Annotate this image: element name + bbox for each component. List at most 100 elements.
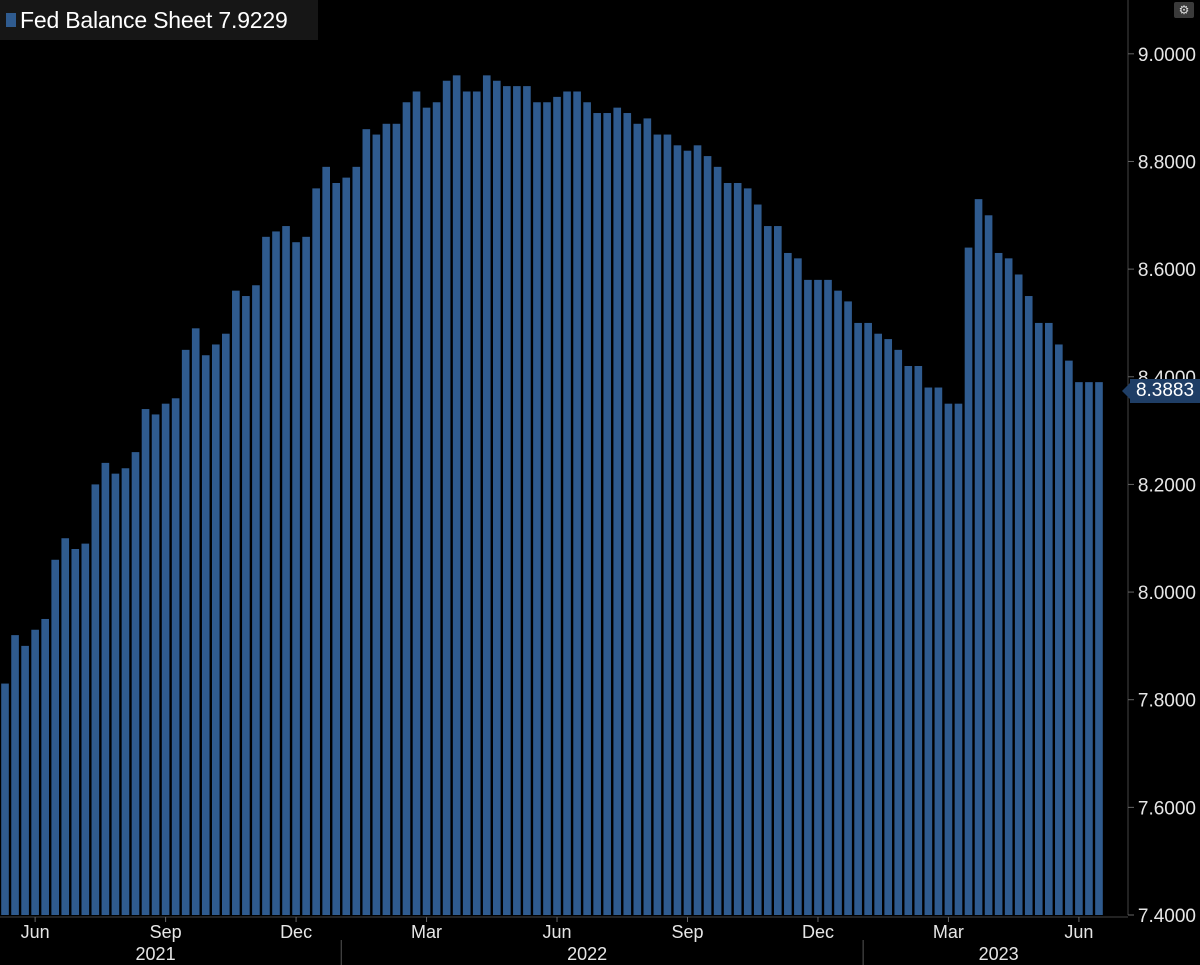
- bar: [994, 252, 1003, 916]
- bar: [272, 231, 280, 915]
- bar: [814, 279, 822, 915]
- bar: [161, 403, 170, 915]
- bar: [653, 134, 662, 915]
- bar: [151, 414, 160, 915]
- bar: [482, 75, 491, 916]
- legend: Fed Balance Sheet 7.9229: [0, 0, 318, 40]
- bar: [81, 543, 90, 915]
- bar: [242, 296, 250, 915]
- bar: [683, 150, 692, 915]
- bar: [974, 199, 983, 915]
- bar: [372, 134, 381, 915]
- bar: [914, 366, 923, 915]
- bar: [864, 322, 872, 915]
- gear-icon[interactable]: ⚙: [1174, 2, 1194, 18]
- bar: [382, 123, 391, 916]
- bar: [1085, 382, 1093, 915]
- bar: [583, 102, 591, 915]
- last-value-label: 8.3883: [1122, 379, 1200, 403]
- bar: [432, 102, 441, 915]
- bar: [11, 635, 19, 915]
- bar: [191, 328, 200, 915]
- bar: [1034, 322, 1043, 915]
- bar: [452, 75, 461, 916]
- y-tick-label: 7.8000: [1138, 691, 1196, 712]
- bar: [352, 166, 361, 916]
- bar: [703, 156, 712, 916]
- bar: [723, 183, 732, 915]
- bar: [282, 226, 290, 915]
- bar: [332, 183, 341, 915]
- x-tick-label: Sep: [150, 922, 182, 942]
- bar: [201, 355, 210, 915]
- bar: [51, 559, 60, 915]
- bar: [784, 252, 792, 916]
- bar: [422, 107, 431, 915]
- bar: [322, 166, 330, 916]
- bar: [472, 91, 481, 915]
- bar: [643, 118, 652, 915]
- bar: [1024, 296, 1033, 915]
- bar: [1014, 274, 1023, 915]
- bar: [492, 80, 501, 916]
- bar: [774, 226, 782, 915]
- bar-series: [1, 75, 1103, 916]
- legend-swatch: [6, 13, 16, 27]
- bar: [111, 473, 120, 915]
- bar: [1004, 258, 1013, 916]
- y-tick-label: 9.0000: [1138, 45, 1196, 66]
- bar: [603, 113, 612, 915]
- bar: [834, 290, 842, 915]
- bar: [753, 204, 762, 915]
- bar: [292, 242, 300, 915]
- bar: [71, 549, 80, 915]
- bar: [824, 279, 832, 915]
- x-tick-label: Jun: [1064, 922, 1093, 942]
- bar: [804, 279, 812, 915]
- bar: [593, 113, 601, 915]
- bar: [924, 387, 933, 915]
- bar: [553, 96, 561, 915]
- bar: [31, 629, 39, 915]
- x-tick-label: Dec: [802, 922, 834, 942]
- bar: [794, 258, 802, 916]
- bar: [763, 226, 772, 915]
- y-tick-label: 8.2000: [1138, 475, 1196, 496]
- bar: [61, 538, 70, 915]
- x-year-label: 2022: [567, 944, 607, 964]
- bar: [623, 113, 632, 915]
- bar: [523, 86, 531, 916]
- bar: [884, 339, 893, 916]
- bar: [342, 177, 351, 915]
- bar: [1065, 360, 1073, 915]
- bar: [513, 86, 521, 916]
- bar: [894, 349, 903, 916]
- bar: [121, 468, 130, 915]
- x-tick-label: Sep: [671, 922, 703, 942]
- bar: [613, 107, 622, 915]
- bar: [91, 484, 100, 915]
- bar: [874, 333, 882, 916]
- bar: [131, 452, 140, 915]
- bar: [934, 387, 943, 915]
- y-tick-label: 8.8000: [1138, 152, 1196, 173]
- bar: [563, 91, 571, 915]
- bar: [1075, 382, 1083, 915]
- bar: [533, 102, 541, 915]
- bar: [1095, 382, 1103, 915]
- bar: [362, 129, 371, 915]
- x-tick-label: Dec: [280, 922, 312, 942]
- bar: [1055, 344, 1063, 916]
- x-year-label: 2021: [136, 944, 176, 964]
- bar: [21, 645, 29, 915]
- x-axis: Jun Sep Dec Mar Jun Sep Dec Mar Jun 2021 2022 2023: [21, 917, 1093, 965]
- bar: [503, 86, 511, 916]
- bar: [392, 123, 401, 916]
- bar: [222, 333, 230, 916]
- bar: [402, 102, 411, 915]
- bar: [462, 91, 471, 915]
- bar: [252, 285, 260, 915]
- y-tick-label: 7.4000: [1138, 906, 1196, 927]
- bar: [41, 618, 49, 915]
